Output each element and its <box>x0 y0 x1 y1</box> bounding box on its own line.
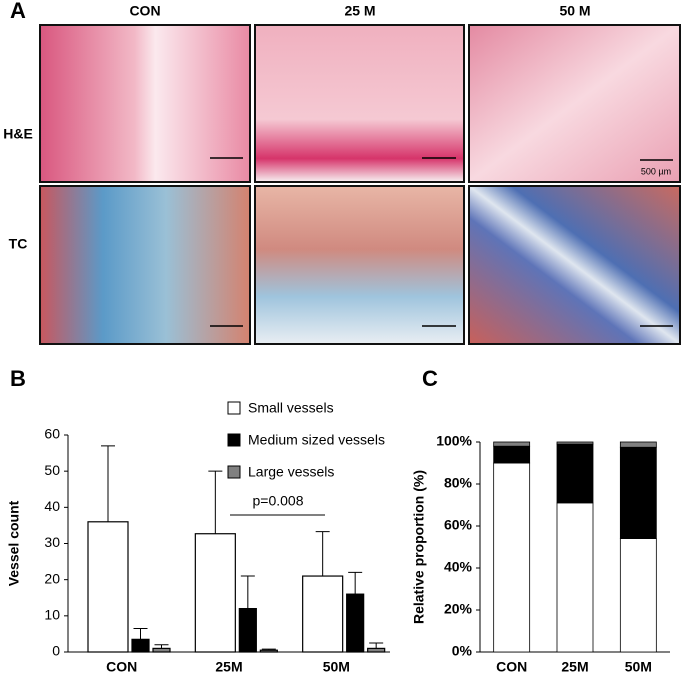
bar-segment <box>619 538 657 653</box>
bar <box>346 593 365 653</box>
legend-swatch <box>227 465 241 479</box>
column-header: CON <box>129 3 160 19</box>
column-header: 25 M <box>344 3 375 19</box>
panel-label: C <box>422 366 438 391</box>
error-bar <box>101 445 115 522</box>
y-tick-label: 50 <box>44 462 60 478</box>
annotation: p=0.008 <box>253 493 304 509</box>
error-bar <box>133 627 148 640</box>
y-tick-label: 60% <box>444 517 473 533</box>
x-tick-label: CON <box>496 659 527 675</box>
image <box>468 185 681 345</box>
scale-bars <box>210 157 673 327</box>
error-bar <box>208 470 223 534</box>
x-tick-label: 50M <box>625 659 652 675</box>
bar <box>152 647 171 653</box>
error-bar <box>315 531 330 577</box>
bar-segment <box>493 462 531 653</box>
y-tick-label: 60 <box>44 426 60 442</box>
y-tick-label: 40% <box>444 559 473 575</box>
bar-segment <box>493 441 531 447</box>
legend-label: Medium sized vessels <box>248 432 385 448</box>
bar-segment <box>556 441 594 445</box>
bar-segment <box>556 502 594 653</box>
error-bar <box>154 644 169 649</box>
y-tick-label: 40 <box>44 498 60 514</box>
image <box>39 24 251 183</box>
x-tick-label: 50M <box>323 659 350 675</box>
bar <box>302 575 344 653</box>
bar <box>367 647 386 653</box>
y-tick-label: 10 <box>44 607 60 623</box>
image <box>254 185 465 345</box>
legend-label: Small vessels <box>248 400 334 416</box>
micrographs <box>39 24 681 345</box>
row-label: H&E <box>3 126 33 142</box>
error-bar <box>348 571 363 595</box>
scale-label: 500 µm <box>641 166 671 176</box>
error-bar <box>240 575 255 609</box>
bar-segment <box>556 443 594 504</box>
legend-swatch <box>227 401 241 415</box>
bar <box>259 649 278 653</box>
x-tick-label: 25M <box>215 659 242 675</box>
error-bar <box>261 648 276 651</box>
bar <box>194 533 236 653</box>
y-tick-label: 100% <box>436 433 472 449</box>
y-tick-label: 0 <box>52 643 60 659</box>
panel-label: B <box>10 366 26 391</box>
image <box>468 24 681 183</box>
legend-swatch <box>227 433 241 447</box>
y-tick-label: 20 <box>44 570 60 586</box>
error-bar <box>369 642 384 649</box>
y-axis-label: Relative proportion (%) <box>411 470 427 624</box>
bar <box>87 521 129 653</box>
y-tick-label: 20% <box>444 601 473 617</box>
image <box>254 24 465 183</box>
y-tick-label: 30 <box>44 534 60 550</box>
row-label: TC <box>9 236 28 252</box>
legend-label: Large vessels <box>248 464 334 480</box>
y-axis-label: Vessel count <box>6 500 22 586</box>
bar <box>238 607 257 653</box>
x-tick-label: CON <box>106 659 137 675</box>
bar-segment <box>619 441 657 448</box>
bar <box>131 638 150 653</box>
y-tick-label: 0% <box>452 643 473 659</box>
column-header: 50 M <box>559 3 590 19</box>
x-tick-label: 25M <box>561 659 588 675</box>
image <box>39 185 251 345</box>
panel-label: A <box>10 0 26 23</box>
bar-segment <box>619 446 657 539</box>
bar-segment <box>493 445 531 464</box>
y-tick-label: 80% <box>444 475 473 491</box>
